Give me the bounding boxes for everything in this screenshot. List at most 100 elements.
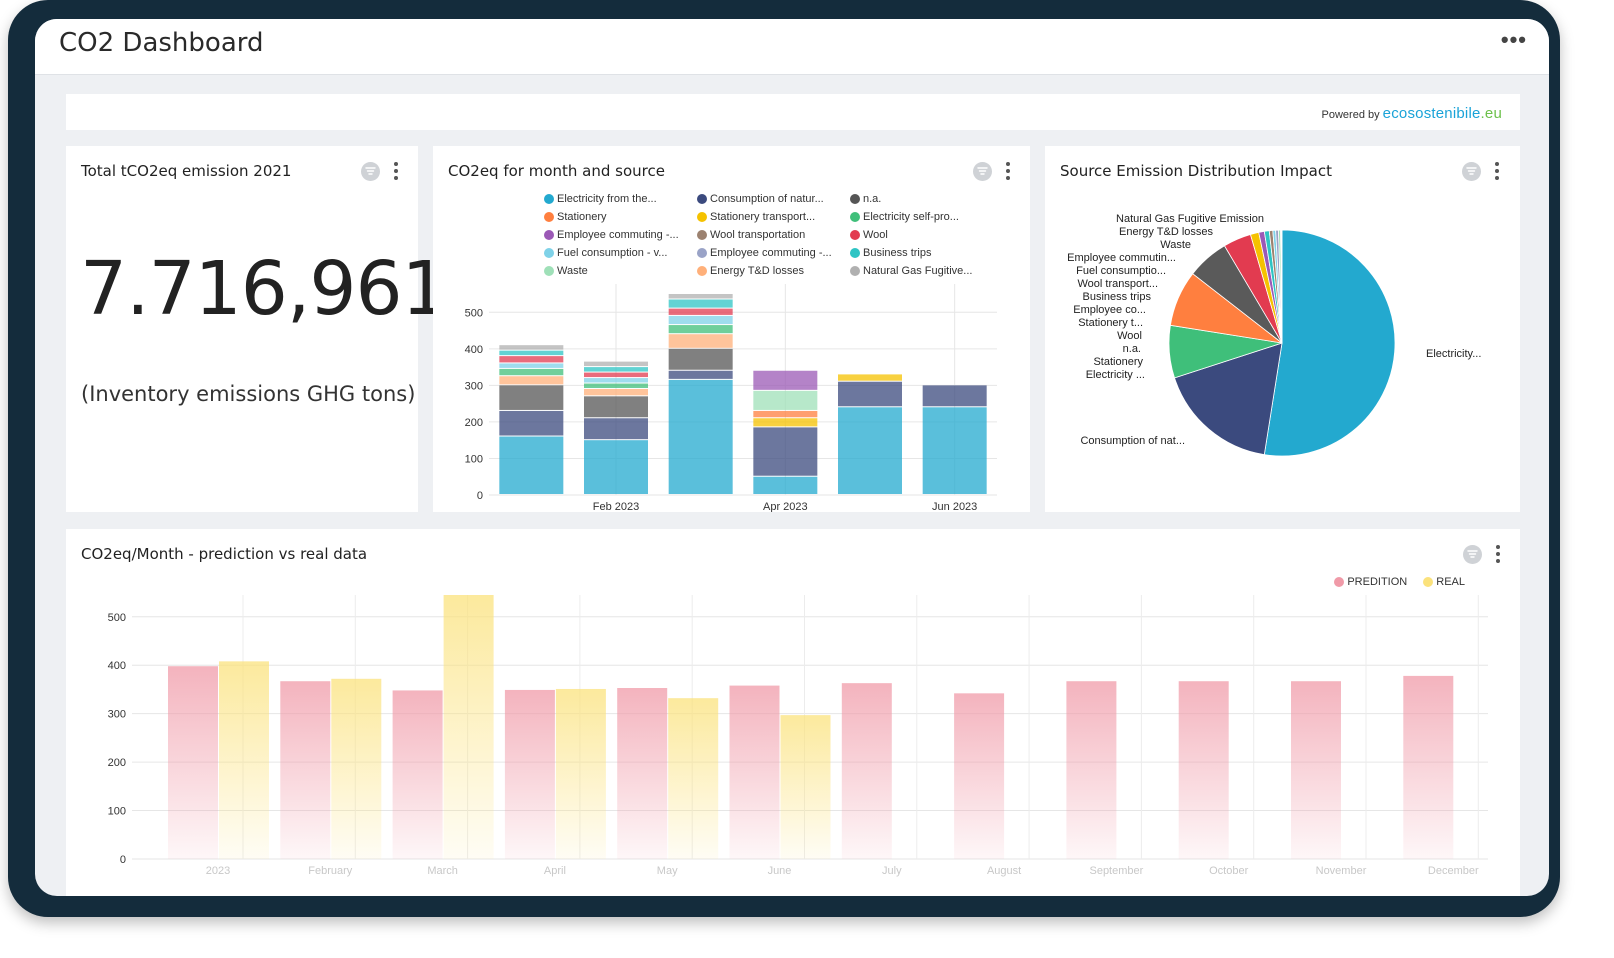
bar-segment (584, 418, 648, 440)
bar-segment (838, 381, 902, 407)
legend-item[interactable]: n.a. (850, 191, 994, 206)
legend-item[interactable]: Wool (850, 227, 994, 242)
pie-label: Fuel consumptio... (1076, 265, 1166, 277)
bar-segment (753, 410, 818, 418)
bar-segment (584, 383, 648, 389)
legend-item[interactable]: Stationery transport... (697, 209, 850, 224)
legend-swatch (544, 265, 554, 276)
x-tick-label: Apr 2023 (763, 501, 808, 512)
bar-segment (668, 308, 733, 315)
pie-label: Electricity ... (1086, 369, 1145, 381)
legend-swatch (850, 211, 860, 222)
bar (219, 661, 269, 859)
brand-tld: .eu (1480, 105, 1502, 122)
powered-by-text: Powered by ecosostenibile.eu (1322, 105, 1502, 122)
stacked-chart-legend: Electricity from the... Consumption of na… (544, 191, 994, 278)
bar-segment (668, 315, 733, 325)
y-tick-label: 100 (108, 806, 126, 818)
y-tick-label: 0 (477, 490, 483, 502)
legend-item[interactable]: Electricity self-pro... (850, 209, 994, 224)
legend-swatch (1334, 576, 1345, 587)
pie-label: Energy T&D losses (1119, 226, 1213, 238)
legend-swatch (544, 247, 554, 258)
prediction-chart-title: CO2eq/Month - prediction vs real data (81, 545, 368, 563)
bar (331, 678, 382, 859)
legend-swatch (697, 193, 707, 204)
pie-label: Electricity... (1426, 348, 1481, 360)
more-options-button[interactable]: ••• (1500, 27, 1527, 52)
x-tick-label: February (308, 865, 353, 877)
bar-segment (499, 385, 564, 410)
bar (1066, 681, 1117, 859)
bar-segment (499, 363, 564, 368)
legend-swatch (850, 247, 860, 258)
x-tick-label: July (882, 865, 902, 877)
y-tick-label: 300 (465, 380, 483, 392)
pie-chart-title: Source Emission Distribution Impact (1060, 162, 1332, 180)
pie-label: Consumption of nat... (1080, 435, 1185, 447)
bar (443, 595, 494, 859)
bar-segment (753, 427, 818, 476)
legend-item[interactable]: Waste (544, 263, 697, 278)
filter-icon[interactable] (1463, 545, 1482, 564)
x-tick-label: September (1089, 865, 1143, 877)
brand-logo[interactable]: ecosostenibile.eu (1383, 105, 1502, 122)
legend-label: REAL (1436, 575, 1465, 588)
legend-item[interactable]: Employee commuting -... (544, 227, 697, 242)
bar-segment (499, 376, 564, 385)
pie-label: n.a. (1123, 343, 1141, 355)
legend-item[interactable]: Employee commuting -... (697, 245, 850, 260)
x-tick-label: October (1209, 865, 1248, 877)
pie-label: Wool (1117, 330, 1142, 342)
kebab-menu-icon[interactable] (393, 162, 399, 182)
pie-label: Employee commutin... (1067, 252, 1176, 264)
kebab-menu-icon[interactable] (1005, 162, 1011, 182)
bar-segment (753, 370, 818, 390)
pie-label: Employee co... (1073, 304, 1146, 316)
legend-label: Stationery transport... (710, 210, 816, 223)
bar-segment (668, 334, 733, 348)
bar-segment (499, 356, 564, 363)
legend-item[interactable]: Wool transportation (697, 227, 850, 242)
top-bar: CO2 Dashboard ••• (35, 19, 1549, 75)
legend-label: Consumption of natur... (710, 192, 824, 205)
legend-label: Employee commuting -... (710, 246, 832, 259)
kebab-menu-icon[interactable] (1495, 545, 1501, 565)
legend-label: Wool transportation (710, 228, 806, 241)
y-tick-label: 200 (465, 417, 483, 429)
kpi-caption: (Inventory emissions GHG tons) (81, 382, 416, 406)
x-tick-label: December (1428, 865, 1479, 877)
pie-chart-card: Source Emission Distribution Impact Natu… (1045, 146, 1520, 512)
legend-item[interactable]: Stationery (544, 209, 697, 224)
x-tick-label: August (987, 865, 1021, 877)
filter-icon[interactable] (361, 162, 380, 181)
filter-icon[interactable] (1462, 162, 1481, 181)
filter-icon[interactable] (973, 162, 992, 181)
bar (954, 693, 1005, 859)
legend-item[interactable]: Business trips (850, 245, 994, 260)
y-tick-label: 300 (108, 709, 126, 721)
bar-segment (499, 436, 564, 494)
x-tick-label: 2023 (206, 865, 230, 877)
bar-segment (668, 299, 733, 308)
pie-label: Business trips (1083, 291, 1152, 303)
legend-item[interactable]: Consumption of natur... (697, 191, 850, 206)
bar-segment (584, 378, 648, 383)
legend-item[interactable]: Electricity from the... (544, 191, 697, 206)
legend-item[interactable]: Fuel consumption - v... (544, 245, 697, 260)
kebab-menu-icon[interactable] (1494, 162, 1500, 182)
legend-item-prediction[interactable]: PREDITION (1334, 574, 1407, 589)
bar (668, 698, 719, 859)
stacked-chart-title: CO2eq for month and source (448, 162, 665, 180)
bar-segment (668, 379, 733, 494)
legend-item-real[interactable]: REAL (1423, 574, 1465, 589)
x-tick-label: November (1316, 865, 1367, 877)
pie-slice (1263, 229, 1396, 457)
pie-slice (1174, 342, 1283, 456)
legend-item[interactable]: Natural Gas Fugitive... (850, 263, 994, 278)
y-tick-label: 400 (108, 660, 126, 672)
legend-item[interactable]: Energy T&D losses (697, 263, 850, 278)
bar (280, 681, 331, 859)
bar-segment (668, 294, 733, 299)
legend-swatch (544, 193, 554, 204)
